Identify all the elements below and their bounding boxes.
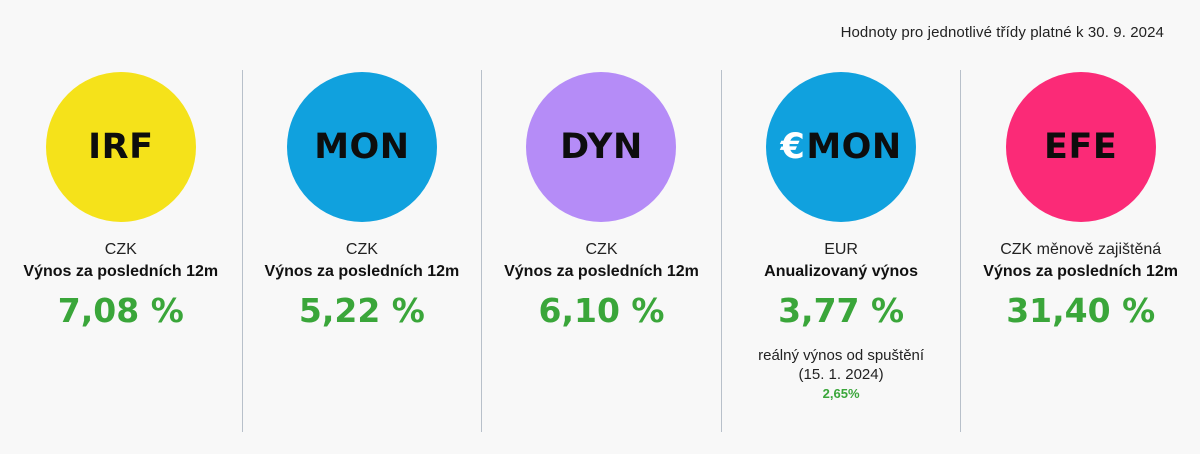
fund-badge: DYN bbox=[526, 72, 677, 222]
fund-code: IRF bbox=[88, 127, 154, 167]
fund-badge: IRF bbox=[45, 72, 196, 222]
fund-return-value: 5,22 % bbox=[298, 291, 425, 330]
fund-card-efe: EFE CZK měnově zajištěná Výnos za posled… bbox=[961, 70, 1200, 432]
fund-badge: EFE bbox=[1005, 72, 1156, 222]
fund-return-value: 31,40 % bbox=[1006, 291, 1156, 330]
fund-currency: CZK bbox=[345, 241, 378, 258]
fund-return-value: 3,77 % bbox=[778, 291, 905, 330]
fund-card-mon: MON CZK Výnos za posledních 12m 5,22 % bbox=[243, 70, 482, 432]
fund-metric-label: Výnos za posledních 12m bbox=[23, 263, 219, 280]
fund-card-irf: IRF CZK Výnos za posledních 12m 7,08 % bbox=[0, 70, 242, 432]
fund-currency: EUR bbox=[824, 241, 858, 258]
fund-badge: €MON bbox=[766, 72, 917, 222]
fund-metric-label: Výnos za posledních 12m bbox=[264, 263, 460, 280]
real-return-value: 2,65% bbox=[822, 386, 860, 401]
fund-currency: CZK měnově zajištěná bbox=[1000, 241, 1162, 258]
fund-metric-label: Výnos za posledních 12m bbox=[983, 263, 1179, 280]
validity-note: Hodnoty pro jednotlivé třídy platné k 30… bbox=[840, 24, 1164, 41]
fund-code: DYN bbox=[560, 127, 643, 167]
fund-code: MON bbox=[314, 127, 410, 167]
column-divider bbox=[241, 70, 243, 432]
fund-metric-label: Anualizovaný výnos bbox=[764, 263, 918, 280]
fund-columns: IRF CZK Výnos za posledních 12m 7,08 % M… bbox=[0, 70, 1200, 432]
fund-return-value: 7,08 % bbox=[57, 291, 184, 330]
fund-currency: CZK bbox=[104, 241, 137, 258]
fund-code: EFE bbox=[1044, 127, 1118, 167]
column-divider bbox=[720, 70, 722, 432]
fund-card-dyn: DYN CZK Výnos za posledních 12m 6,10 % bbox=[482, 70, 721, 432]
fund-code-text: MON bbox=[806, 127, 902, 167]
fund-badge: MON bbox=[286, 72, 437, 222]
fund-code: €MON bbox=[780, 127, 901, 167]
fund-currency: CZK bbox=[585, 241, 618, 258]
fund-metric-label: Výnos za posledních 12m bbox=[504, 263, 699, 280]
column-divider bbox=[960, 70, 962, 432]
euro-icon: € bbox=[780, 127, 806, 167]
real-return-label: reálný výnos od spuštění (15. 1. 2024) bbox=[758, 347, 925, 383]
fund-card-eur-mon: €MON EUR Anualizovaný výnos 3,77 % reáln… bbox=[722, 70, 961, 432]
column-divider bbox=[481, 70, 483, 432]
fund-return-value: 6,10 % bbox=[538, 291, 665, 330]
